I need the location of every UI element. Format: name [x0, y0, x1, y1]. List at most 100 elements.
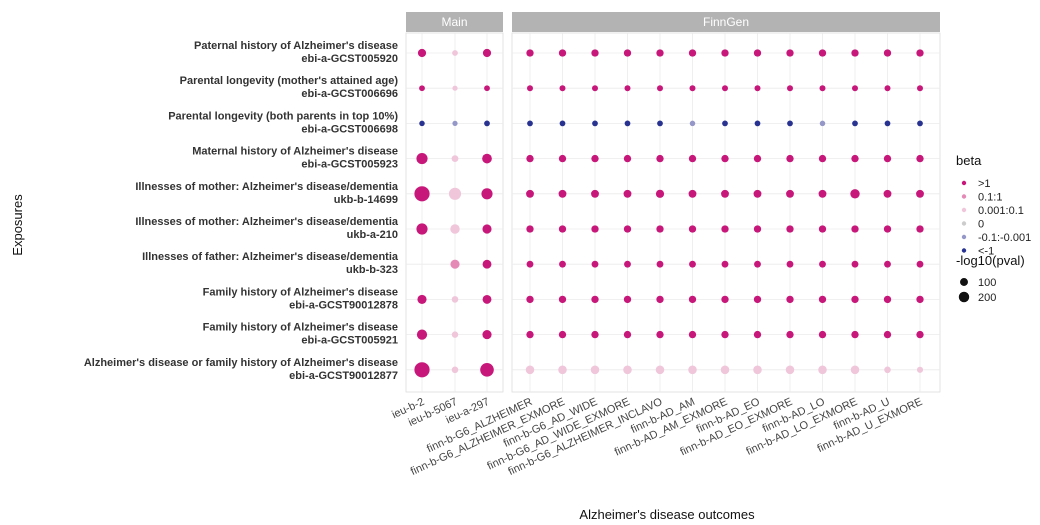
data-point: [786, 189, 794, 198]
data-point: [559, 120, 566, 127]
data-point: [451, 331, 459, 338]
data-point: [623, 49, 632, 57]
data-point: [482, 259, 492, 269]
data-point: [786, 260, 794, 268]
exposure-id: ukb-b-323: [346, 264, 398, 276]
data-point: [559, 85, 566, 92]
strip-main: [406, 12, 503, 32]
data-point: [753, 365, 762, 375]
data-point: [414, 186, 430, 202]
data-point: [656, 154, 664, 163]
data-point: [786, 295, 794, 304]
data-point: [623, 330, 632, 339]
data-point: [624, 85, 631, 92]
data-point: [452, 50, 458, 56]
color-legend-title: beta: [956, 153, 982, 168]
data-point: [656, 225, 664, 233]
data-point: [916, 49, 924, 57]
exposure-name: Maternal history of Alzheimer's disease: [192, 146, 398, 158]
data-point: [786, 225, 794, 233]
data-point: [819, 260, 826, 268]
data-point: [525, 365, 535, 375]
data-point: [917, 120, 923, 127]
data-point: [526, 154, 534, 163]
data-point: [851, 154, 859, 163]
data-point: [883, 330, 892, 339]
data-point: [688, 365, 697, 375]
data-point: [414, 362, 430, 378]
data-point: [753, 154, 762, 163]
data-point: [916, 189, 924, 198]
data-point: [482, 224, 492, 234]
data-point: [482, 330, 492, 340]
strip-label: Main: [441, 15, 467, 29]
data-point: [450, 259, 460, 269]
data-point: [526, 189, 534, 198]
data-point: [818, 365, 827, 375]
data-point: [482, 153, 492, 164]
data-point: [688, 225, 697, 233]
data-point: [884, 260, 891, 268]
data-point: [590, 365, 600, 375]
data-point: [753, 189, 762, 198]
exposure-id: ebi-a-GCST005923: [301, 159, 398, 171]
legend-key: [961, 221, 967, 226]
data-point: [916, 260, 924, 268]
data-point: [656, 260, 664, 268]
data-point: [720, 365, 730, 375]
data-point: [591, 225, 599, 233]
exposure-name: Parental longevity (both parents in top …: [168, 110, 398, 122]
data-point: [754, 260, 761, 268]
legend-label: 0: [978, 219, 984, 231]
exposure-name: Alzheimer's disease or family history of…: [84, 357, 398, 369]
data-point: [721, 260, 729, 268]
exposure-name: Illnesses of father: Alzheimer's disease…: [142, 251, 399, 263]
data-point: [883, 49, 892, 57]
data-point: [721, 85, 729, 92]
data-point: [916, 330, 924, 339]
data-point: [689, 85, 696, 92]
data-point: [451, 155, 459, 163]
data-point: [721, 295, 729, 304]
data-point: [916, 154, 924, 163]
data-point: [818, 295, 827, 304]
data-point: [851, 295, 859, 304]
data-point: [623, 154, 632, 163]
data-point: [623, 225, 632, 233]
data-point: [786, 154, 794, 163]
data-point: [558, 365, 567, 375]
data-point: [591, 154, 599, 163]
data-point: [786, 85, 794, 92]
data-point: [623, 365, 632, 375]
data-point: [850, 365, 860, 375]
data-point: [689, 260, 696, 268]
legend-label: <-1: [978, 246, 994, 258]
data-point: [558, 49, 567, 57]
data-point: [851, 49, 859, 57]
size-legend-key: [960, 278, 968, 286]
data-point: [818, 49, 827, 57]
data-point: [526, 295, 534, 304]
exposure-labels: Paternal history of Alzheimer's diseasee…: [84, 40, 399, 382]
data-point: [656, 85, 664, 92]
exposure-name: Family history of Alzheimer's disease: [203, 286, 398, 298]
data-point: [656, 49, 664, 57]
data-point: [591, 330, 599, 339]
exposure-name: Illnesses of mother: Alzheimer's disease…: [135, 216, 399, 228]
data-point: [819, 85, 826, 92]
data-point: [884, 120, 891, 127]
data-point: [721, 49, 729, 57]
data-point: [850, 189, 860, 199]
strip-finngen: [512, 12, 940, 32]
data-point: [484, 85, 490, 92]
size-legend-label: 200: [978, 292, 996, 304]
data-point: [721, 330, 729, 339]
size-legend-title: -log10(pval): [956, 253, 1025, 268]
data-point: [688, 189, 697, 198]
data-point: [558, 189, 567, 198]
data-point: [786, 49, 794, 57]
data-point: [656, 330, 664, 339]
exposure-name: Family history of Alzheimer's disease: [203, 322, 398, 334]
data-point: [417, 48, 427, 58]
